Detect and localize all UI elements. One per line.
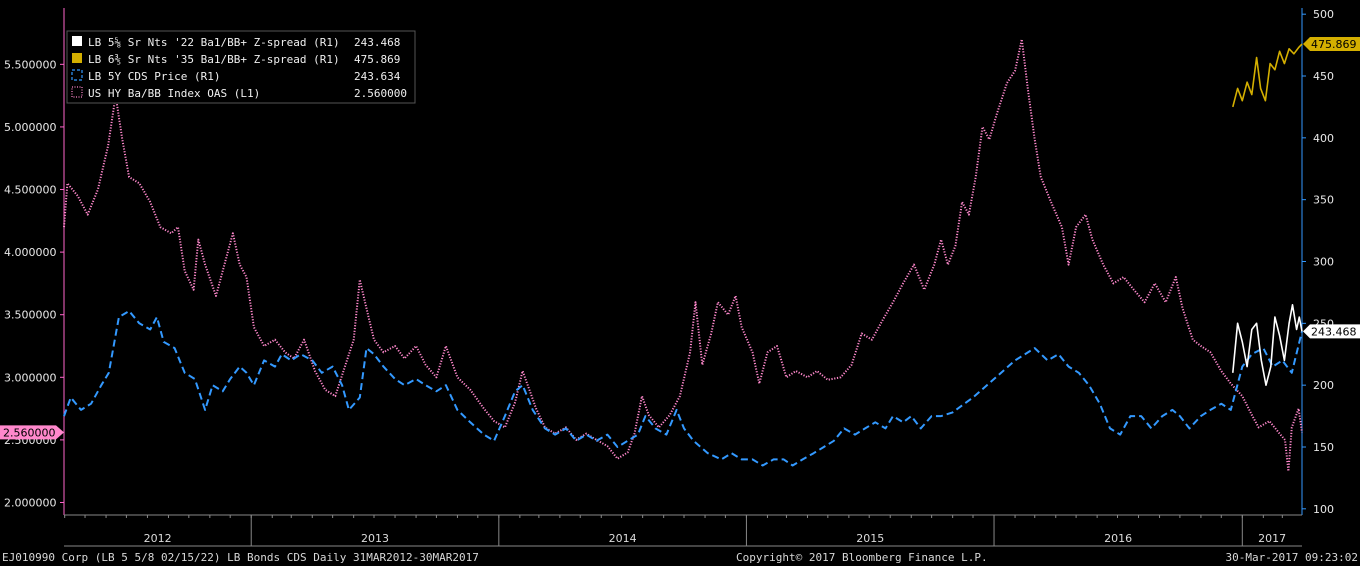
footer: EJ010990 Corp (LB 5 5/8 02/15/22) LB Bon… bbox=[2, 551, 1358, 564]
last-value-tags: 2.560000 475.869 243.468 bbox=[0, 37, 1360, 440]
legend-value: 2.560000 bbox=[354, 87, 407, 100]
legend-background bbox=[66, 30, 416, 104]
left-tick-label: 3.000000 bbox=[4, 371, 57, 384]
last-value-tag bbox=[1303, 37, 1360, 52]
right-tick-label: 200 bbox=[1313, 379, 1334, 392]
x-tick-label: 2016 bbox=[1104, 532, 1132, 545]
footer-left: EJ010990 Corp (LB 5 5/8 02/15/22) LB Bon… bbox=[2, 551, 479, 564]
legend-swatch bbox=[71, 86, 83, 98]
left-tick-label: 2.000000 bbox=[4, 496, 57, 509]
right-tick-label: 450 bbox=[1313, 70, 1334, 83]
last-value-tag-label: 243.468 bbox=[1311, 325, 1357, 338]
series-layer bbox=[63, 38, 1303, 473]
x-tick-label: 2014 bbox=[609, 532, 637, 545]
last-value-tag bbox=[0, 425, 64, 440]
legend-label: LB 6⅗ Sr Nts '35 Ba1/BB+ Z-spread (R1) bbox=[88, 53, 340, 66]
series-cds-price-line bbox=[63, 310, 1303, 467]
footer-center: Copyright© 2017 Bloomberg Finance L.P. bbox=[736, 551, 988, 564]
legend-value: 243.634 bbox=[354, 70, 401, 83]
last-value-tag bbox=[1303, 324, 1360, 339]
legend-value: 243.468 bbox=[354, 36, 400, 49]
legend-label: US HY Ba/BB Index OAS (L1) bbox=[88, 87, 260, 100]
right-tick-label: 150 bbox=[1313, 441, 1334, 454]
right-tick-label: 500 bbox=[1313, 8, 1334, 21]
x-axis: 2012 2013 2014 2015 2016 2017 bbox=[64, 515, 1286, 546]
last-value-tag-label: 2.560000 bbox=[3, 426, 56, 439]
legend-label: LB 5⅝ Sr Nts '22 Ba1/BB+ Z-spread (R1) bbox=[88, 36, 340, 49]
left-axis: 2.0000002.5000003.0000003.5000004.000000… bbox=[4, 58, 64, 509]
legend-swatch bbox=[71, 69, 83, 81]
series-z-spread-22-line bbox=[1232, 304, 1303, 386]
left-tick-label: 4.500000 bbox=[4, 184, 57, 197]
x-tick-label: 2015 bbox=[856, 532, 884, 545]
last-value-tag-label: 475.869 bbox=[1311, 38, 1357, 51]
x-tick-label: 2017 bbox=[1258, 532, 1286, 545]
series-hy-oas-line bbox=[63, 38, 1303, 473]
right-tick-label: 350 bbox=[1313, 194, 1334, 207]
footer-right: 30-Mar-2017 09:23:02 bbox=[1226, 551, 1358, 564]
legend: LB 5⅝ Sr Nts '22 Ba1/BB+ Z-spread (R1) 24… bbox=[66, 30, 416, 104]
legend-value: 475.869 bbox=[354, 53, 400, 66]
left-tick-label: 3.500000 bbox=[4, 309, 57, 322]
legend-swatch bbox=[72, 36, 82, 46]
right-tick-label: 300 bbox=[1313, 256, 1334, 269]
right-tick-label: 400 bbox=[1313, 132, 1334, 145]
x-tick-label: 2013 bbox=[361, 532, 389, 545]
x-tick-label: 2012 bbox=[144, 532, 172, 545]
right-tick-label: 100 bbox=[1313, 503, 1334, 516]
legend-swatch bbox=[72, 53, 82, 63]
left-tick-label: 4.000000 bbox=[4, 246, 57, 259]
series-z-spread-35-line bbox=[1232, 43, 1303, 108]
legend-label: LB 5Y CDS Price (R1) bbox=[88, 70, 220, 83]
left-tick-label: 5.000000 bbox=[4, 121, 57, 134]
left-tick-label: 5.500000 bbox=[4, 58, 57, 71]
